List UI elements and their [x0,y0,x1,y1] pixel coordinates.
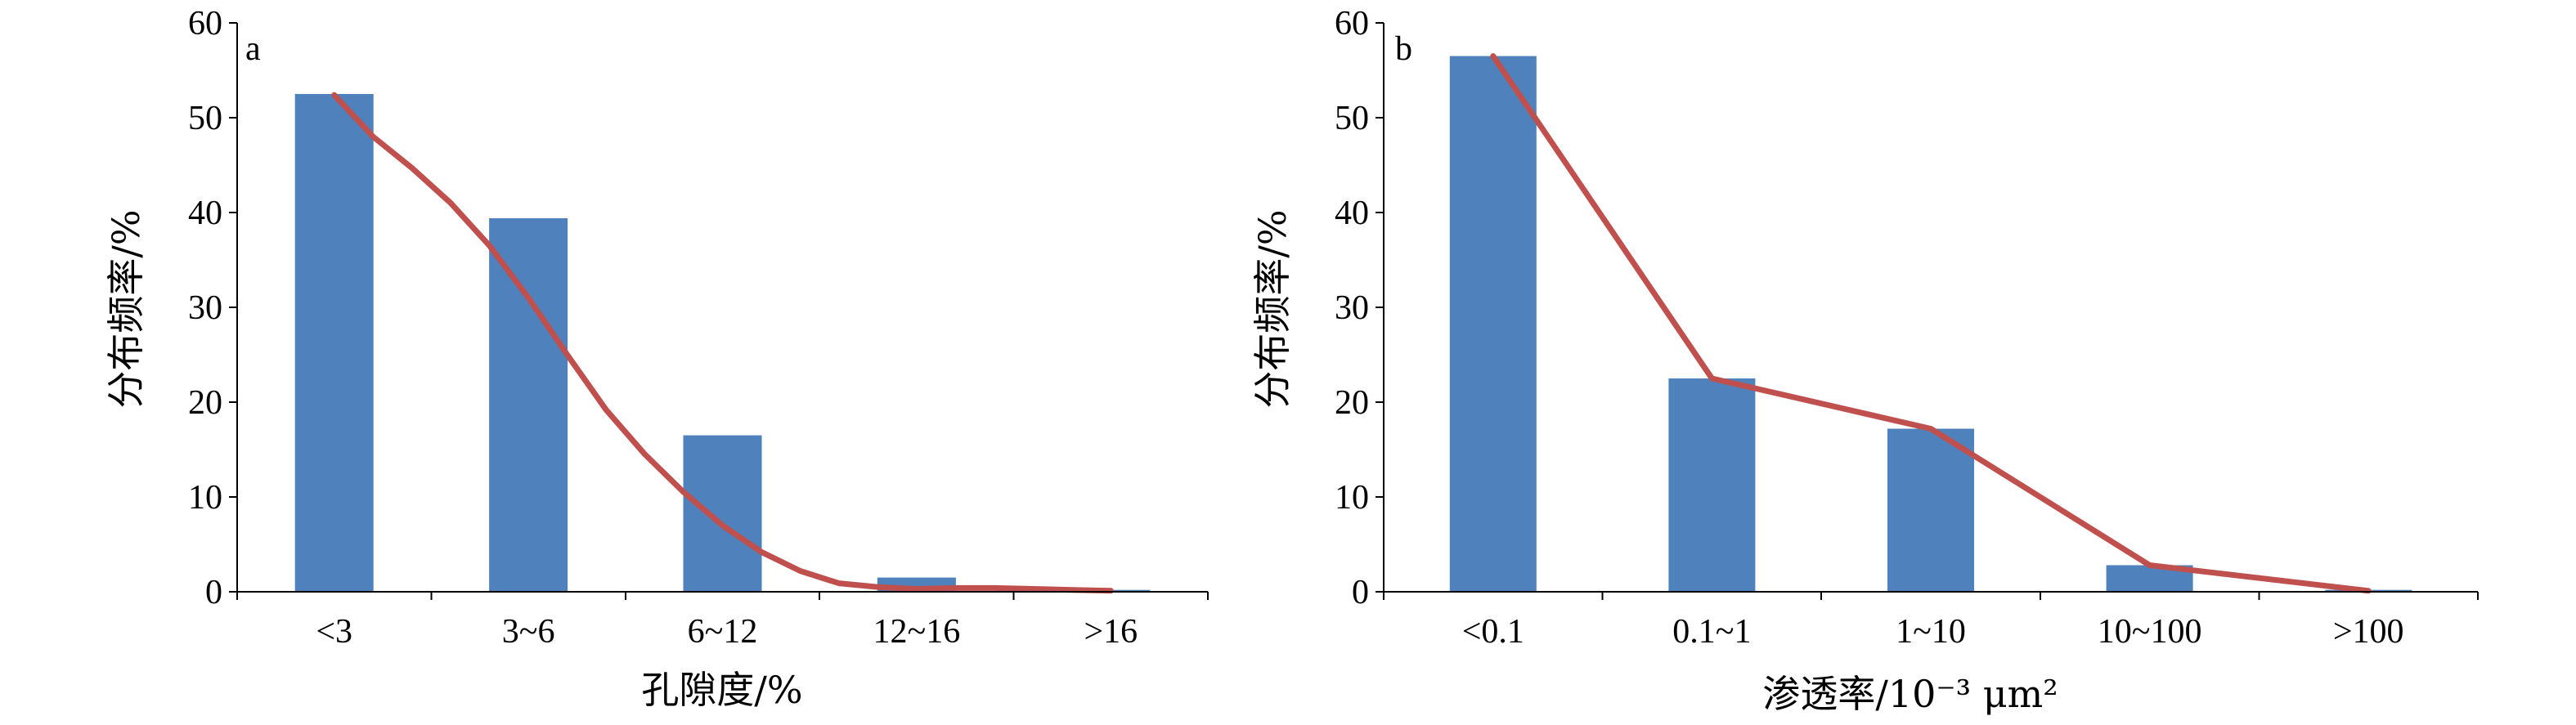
x-tick-label: <3 [316,613,352,651]
y-tick-label: 20 [1335,384,1369,422]
y-axis-title: 分布频率/% [104,209,148,408]
bar-1 [1668,378,1756,592]
x-tick-label: 3~6 [502,613,555,651]
x-tick-label: 10~100 [2098,613,2202,651]
x-axis-title: 孔隙度/% [641,668,802,712]
panel-label: b [1395,30,1412,68]
y-tick-label: 0 [1352,574,1369,611]
chart-panel-a: 分布频率/% 孔隙度/% a 0 10 20 30 40 50 60 <3 3~6 6~12 12~… [104,5,1209,712]
y-tick-label: 50 [188,100,222,137]
x-tick-label: 1~10 [1896,613,1966,651]
y-axis-title: 分布频率/% [1250,209,1295,408]
y-tick-label: 40 [1335,195,1369,232]
trend-line [331,92,1114,594]
bar-2 [1887,428,1974,592]
x-tick-label: >16 [1084,613,1138,651]
x-tick-label: 12~16 [873,613,961,651]
x-tick-label: 6~12 [688,613,758,651]
y-tick-label: 60 [188,5,222,43]
bar-0 [1449,56,1537,593]
x-axis-title: 渗透率/10⁻³ μm² [1762,672,2058,716]
y-tick-label: 40 [188,195,222,232]
y-tick-label: 10 [1335,479,1369,517]
y-tick-label: 60 [1335,5,1369,43]
y-tick-label: 50 [1335,100,1369,137]
y-tick-label: 30 [188,289,222,327]
x-tick-label: >100 [2333,613,2404,651]
bar-2 [683,435,762,592]
chart-panel-b: 分布频率/% 渗透率/10⁻³ μm² b 0 10 20 30 40 50 60 <0.1 0… [1250,5,2479,716]
x-tick-label: 0.1~1 [1672,613,1751,651]
y-tick-label: 10 [188,479,222,517]
y-tick-label: 0 [205,574,222,611]
bar-1 [489,218,568,592]
trend-line [1490,53,2372,594]
panel-label: a [245,30,261,68]
x-tick-label: <0.1 [1462,613,1524,651]
y-tick-label: 30 [1335,289,1369,327]
y-tick-label: 20 [188,384,222,422]
bar-0 [294,94,374,592]
